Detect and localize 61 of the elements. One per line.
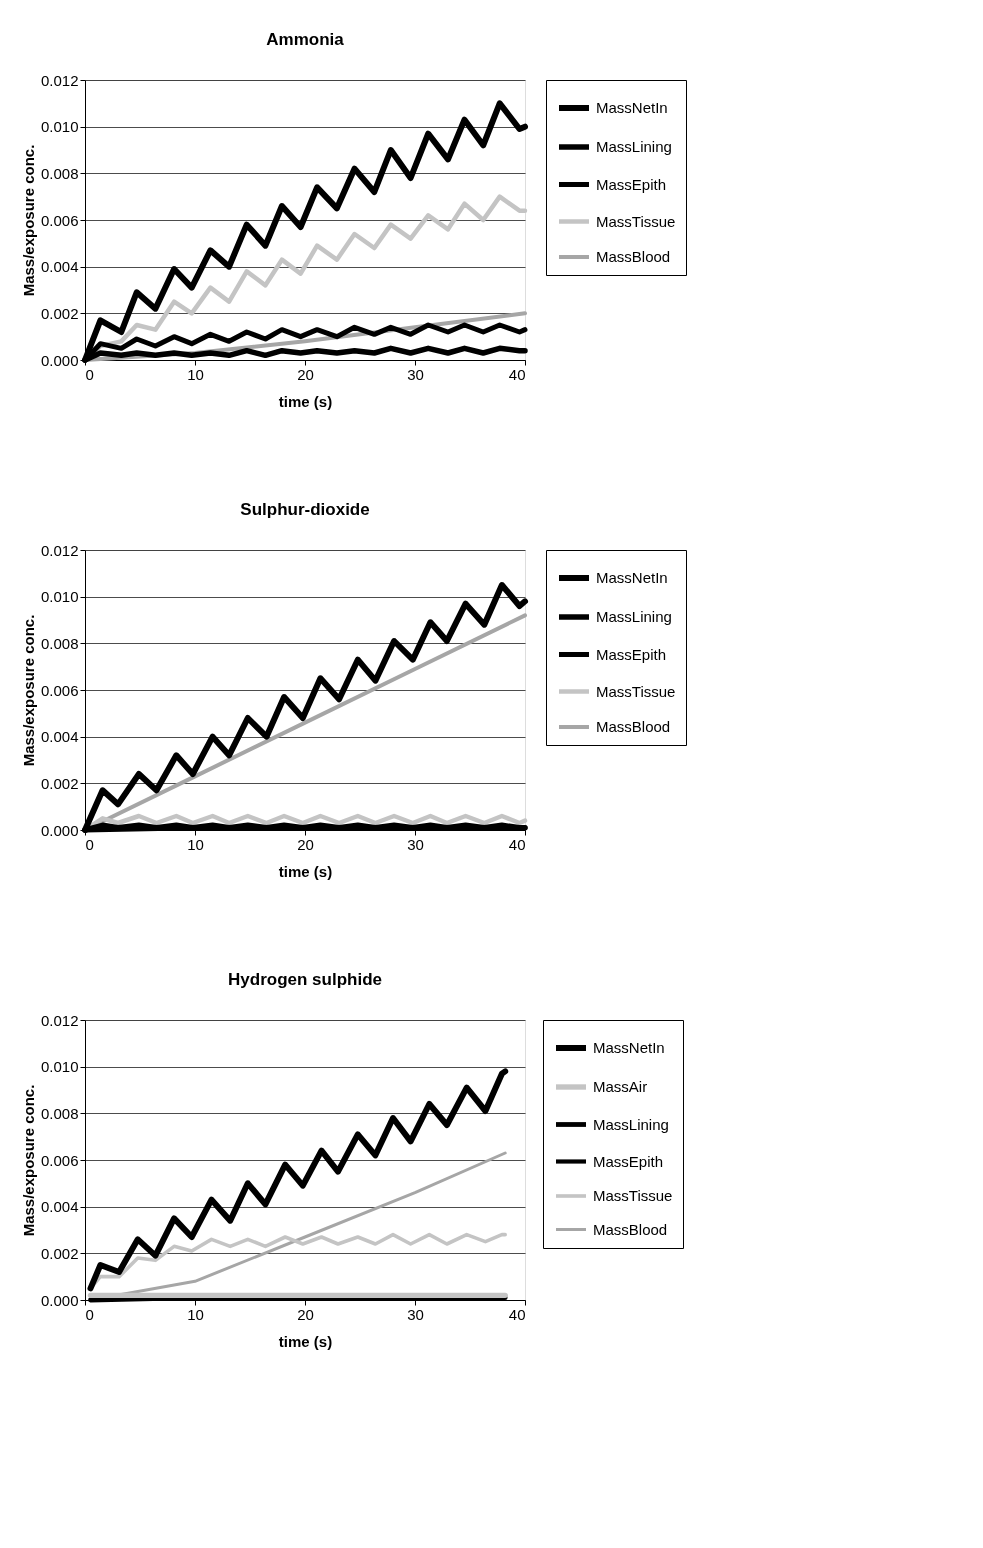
x-tick-label: 20 — [297, 835, 314, 853]
y-tick-label: 0.000 — [40, 1291, 79, 1309]
y-tick-label: 0.008 — [40, 634, 79, 652]
legend-label: MassNetIn — [593, 1039, 665, 1056]
legend-label: MassNetIn — [596, 569, 668, 586]
y-tick-label: 0.002 — [40, 774, 79, 792]
x-tick-label: 0 — [85, 365, 94, 383]
legend-label: MassLining — [596, 138, 672, 155]
y-tick-label: 0.006 — [40, 681, 79, 699]
chart-title: Ammonia — [266, 30, 345, 49]
x-tick-label: 0 — [85, 1305, 94, 1323]
y-tick-label: 0.012 — [40, 541, 79, 559]
y-tick-label: 0.010 — [40, 588, 79, 606]
y-tick-label: 0.008 — [40, 164, 79, 182]
legend-label: MassTissue — [596, 212, 676, 230]
y-tick-label: 0.004 — [40, 1198, 79, 1216]
y-axis-title: Mass/exposure conc. — [19, 144, 37, 297]
x-tick-label: 30 — [407, 1305, 424, 1323]
y-tick-label: 0.004 — [40, 258, 79, 276]
x-tick-label: 40 — [508, 365, 526, 383]
x-tick-label: 40 — [508, 1305, 526, 1323]
y-tick-label: 0.004 — [40, 728, 79, 746]
y-tick-label: 0.010 — [40, 1058, 79, 1076]
legend-label: MassLining — [593, 1115, 669, 1133]
y-tick-label: 0.002 — [40, 304, 79, 322]
legend-label: MassBlood — [593, 1220, 668, 1238]
x-axis-title: time (s) — [278, 392, 333, 410]
y-tick-label: 0.002 — [40, 1244, 79, 1262]
legend-label: MassEpith — [596, 175, 667, 193]
legend-label: MassTissue — [593, 1187, 673, 1204]
legend-label: MassAir — [593, 1078, 648, 1095]
y-tick-label: 0.000 — [40, 351, 79, 369]
y-tick-label: 0.010 — [40, 118, 79, 136]
chart-title: Sulphur-dioxide — [240, 500, 370, 519]
legend-label: MassEpith — [593, 1152, 664, 1170]
x-tick-label: 10 — [187, 1305, 204, 1323]
legend-label: MassEpith — [596, 645, 667, 663]
x-tick-label: 30 — [407, 835, 424, 853]
x-tick-label: 0 — [85, 835, 94, 853]
y-tick-label: 0.000 — [40, 821, 79, 839]
y-tick-label: 0.008 — [40, 1104, 79, 1122]
legend-label: MassBlood — [596, 718, 671, 735]
y-tick-label: 0.006 — [40, 1151, 79, 1169]
x-tick-label: 20 — [297, 365, 314, 383]
legend-label: MassBlood — [596, 248, 671, 265]
x-tick-label: 40 — [508, 835, 526, 853]
legend-label: MassLining — [596, 608, 672, 625]
x-axis-title: time (s) — [278, 1332, 333, 1350]
x-tick-label: 20 — [297, 1305, 314, 1323]
y-tick-label: 0.012 — [40, 71, 79, 89]
x-tick-label: 30 — [407, 365, 424, 383]
legend-label: MassTissue — [596, 682, 676, 700]
y-axis-title: Mass/exposure conc. — [19, 614, 37, 767]
x-tick-label: 10 — [187, 365, 204, 383]
y-tick-label: 0.012 — [40, 1011, 79, 1029]
y-tick-label: 0.006 — [40, 211, 79, 229]
legend-label: MassNetIn — [596, 99, 668, 116]
y-axis-title: Mass/exposure conc. — [19, 1084, 37, 1237]
chart-title: Hydrogen sulphide — [228, 970, 382, 989]
x-tick-label: 10 — [187, 835, 204, 853]
x-axis-title: time (s) — [278, 862, 333, 880]
